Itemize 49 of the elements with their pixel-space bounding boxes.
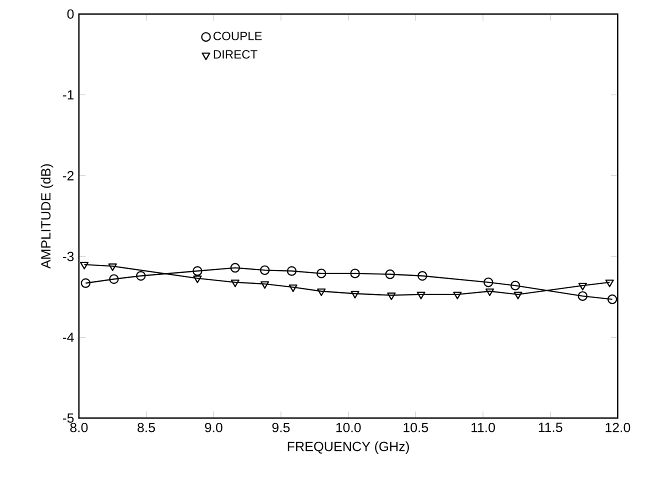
point <box>260 281 270 289</box>
point <box>230 280 240 288</box>
point <box>605 280 614 288</box>
point <box>192 266 202 276</box>
point <box>136 271 146 281</box>
point <box>80 262 89 270</box>
x-tick-label: 12.0 <box>606 422 630 432</box>
x-tick-label: 8.5 <box>138 422 155 432</box>
point <box>484 278 494 288</box>
x-tick-label: 10.5 <box>404 422 428 432</box>
point <box>514 292 522 300</box>
point <box>387 292 396 300</box>
point <box>260 265 270 276</box>
point <box>350 290 360 299</box>
y-tick-label: -2 <box>62 171 74 180</box>
point <box>317 288 326 296</box>
point <box>286 266 297 276</box>
point <box>316 268 326 278</box>
point <box>607 294 618 304</box>
point <box>578 282 587 290</box>
y-tick-label: -4 <box>62 332 74 342</box>
y-tick-label: 0 <box>67 9 74 19</box>
point <box>418 271 428 281</box>
point <box>385 269 395 280</box>
x-tick-label: 8.0 <box>70 422 88 432</box>
x-tick-label: 10.0 <box>336 422 361 432</box>
point <box>193 276 202 284</box>
point <box>453 292 462 300</box>
x-tick-label: 9.0 <box>204 422 222 432</box>
point <box>80 278 91 288</box>
x-axis-title: FREQUENCY (GHz) <box>288 441 409 454</box>
point <box>485 288 494 296</box>
y-tick-label: -5 <box>62 413 74 423</box>
y-tick-label: -3 <box>62 252 74 262</box>
point <box>108 263 117 272</box>
point <box>578 291 588 301</box>
point <box>350 268 360 278</box>
x-tick-label: 11.5 <box>538 422 562 432</box>
legend-label: DIRECT <box>214 50 258 59</box>
legend-label: COUPLE <box>214 32 262 40</box>
point <box>288 284 298 292</box>
x-tick-label: 9.5 <box>272 422 290 432</box>
y-tick-label: -1 <box>62 90 74 100</box>
point <box>416 292 426 300</box>
point <box>510 280 520 290</box>
point <box>230 262 240 273</box>
point <box>109 274 119 284</box>
y-axis-title: AMPLITUDE (dB) <box>40 164 54 269</box>
x-tick-label: 11.0 <box>472 422 495 432</box>
